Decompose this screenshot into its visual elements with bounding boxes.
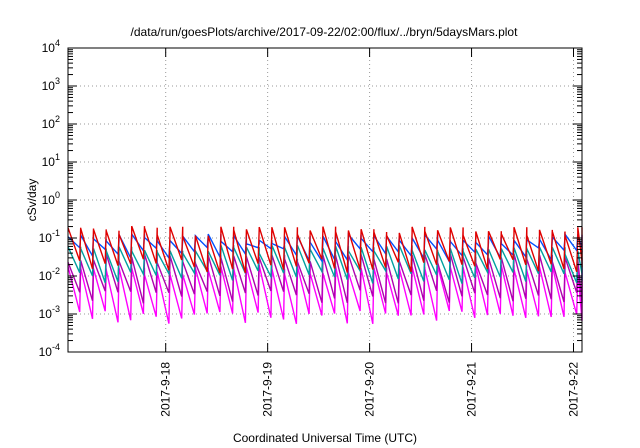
y-axis-title: cSv/day [25, 179, 39, 222]
series-layer [67, 225, 583, 324]
grid [68, 48, 582, 352]
y-axis: 10-4 10-3 10-2 10-1 100 101 102 103 104 [39, 38, 582, 359]
y-tick-label: 10-1 [39, 228, 60, 245]
y-tick-label: 101 [42, 152, 60, 169]
x-tick-label: 2017-9-22 [567, 362, 581, 417]
y-tick-label: 10-3 [39, 304, 60, 321]
chart-title: /data/run/goesPlots/archive/2017-09-22/0… [131, 25, 519, 39]
x-axis-title: Coordinated Universal Time (UTC) [233, 431, 417, 445]
x-axis: 2017-9-18 2017-9-19 2017-9-20 2017-9-21 2017… [159, 48, 581, 417]
series-line [67, 265, 583, 324]
y-tick-label: 103 [42, 76, 60, 93]
x-tick-label: 2017-9-19 [261, 362, 275, 417]
y-tick-label: 100 [42, 190, 60, 207]
y-tick-label: 10-2 [39, 266, 60, 283]
x-tick-label: 2017-9-20 [363, 362, 377, 417]
x-tick-label: 2017-9-21 [465, 362, 479, 417]
x-tick-label: 2017-9-18 [159, 362, 173, 417]
y-tick-label: 10-4 [39, 342, 60, 359]
y-tick-label: 102 [42, 114, 60, 131]
series-line [67, 225, 583, 274]
y-tick-label: 104 [42, 38, 60, 55]
